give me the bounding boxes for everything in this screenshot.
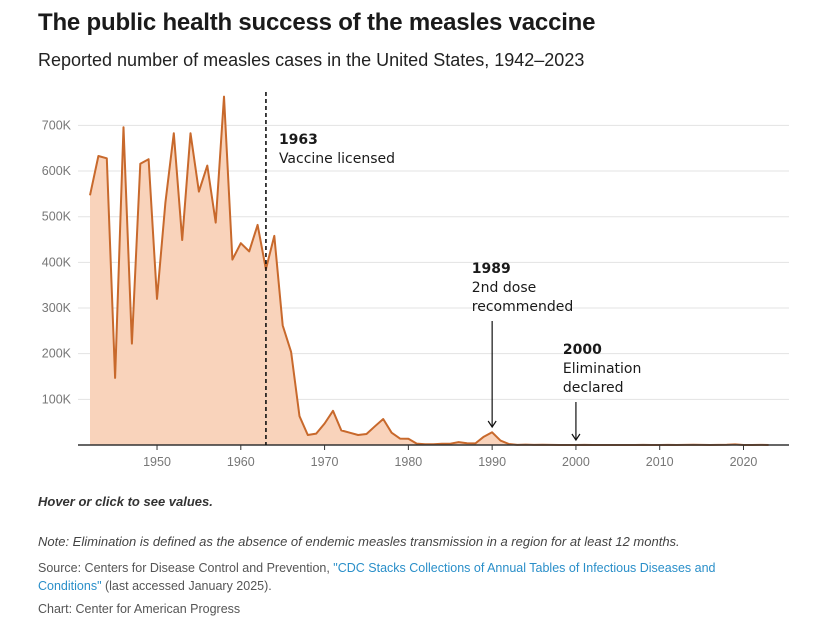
- source-prefix: Source: Centers for Disease Control and …: [38, 561, 334, 575]
- annotation-label-1963: Vaccine licensed: [279, 151, 395, 167]
- y-tick-500K: 500K: [42, 210, 72, 224]
- x-tick-label-1980: 1980: [394, 455, 422, 469]
- annotation-1963: 1963 Vaccine licensed: [265, 92, 395, 445]
- annotation-arrowhead-2000: [571, 433, 581, 442]
- cases-area-fill: [90, 96, 769, 445]
- source-suffix: (last accessed January 2025).: [101, 579, 272, 593]
- measles-area-chart[interactable]: 100K 200K 300K 400K 500K 600K 700K 1950 1960 197…: [0, 80, 833, 480]
- x-tick-label-1970: 1970: [311, 455, 339, 469]
- source-link[interactable]: "CDC Stacks Collections of Annual Tables…: [38, 561, 716, 593]
- annotation-label-2000-0: Elimination: [563, 361, 641, 377]
- annotation-year-1989: 1989: [472, 261, 511, 277]
- chart-title: The public health success of the measles…: [38, 9, 596, 36]
- annotation-year-2000: 2000: [563, 342, 602, 358]
- y-tick-100K: 100K: [42, 392, 72, 406]
- y-axis-tick-labels: 100K 200K 300K 400K 500K 600K 700K: [42, 118, 72, 406]
- annotations: 1963 Vaccine licensed 1989 2nd dose recommen…: [265, 92, 641, 445]
- y-tick-600K: 600K: [42, 164, 72, 178]
- y-tick-200K: 200K: [42, 347, 72, 361]
- annotation-2000: 2000 Elimination declared: [563, 342, 641, 442]
- annotation-1989: 1989 2nd dose recommended: [472, 261, 573, 429]
- x-axis-tick-labels: 1950 1960 1970 1980 1990 2000 2010 2020: [143, 455, 757, 469]
- chart-source: Source: Centers for Disease Control and …: [38, 559, 758, 595]
- x-axis-ticks: [156, 445, 744, 450]
- x-tick-label-1960: 1960: [227, 455, 255, 469]
- x-tick-label-2000: 2000: [562, 455, 590, 469]
- annotation-label-1989-0: 2nd dose: [472, 280, 536, 296]
- x-tick-label-2020: 2020: [730, 455, 758, 469]
- annotation-arrowhead-1989: [487, 420, 497, 429]
- y-tick-700K: 700K: [42, 118, 72, 132]
- chart-subtitle: Reported number of measles cases in the …: [38, 50, 585, 70]
- annotation-label-2000-1: declared: [563, 380, 624, 396]
- annotation-label-1989-1: recommended: [472, 299, 573, 315]
- y-tick-300K: 300K: [42, 301, 72, 315]
- chart-credit: Chart: Center for American Progress: [38, 602, 241, 616]
- chart-note: Note: Elimination is defined as the abse…: [38, 534, 680, 549]
- annotation-year-1963: 1963: [279, 132, 318, 148]
- x-tick-label-1950: 1950: [143, 455, 171, 469]
- hover-hint: Hover or click to see values.: [38, 494, 213, 509]
- y-tick-400K: 400K: [42, 255, 72, 269]
- x-tick-label-2010: 2010: [646, 455, 674, 469]
- x-tick-label-1990: 1990: [478, 455, 506, 469]
